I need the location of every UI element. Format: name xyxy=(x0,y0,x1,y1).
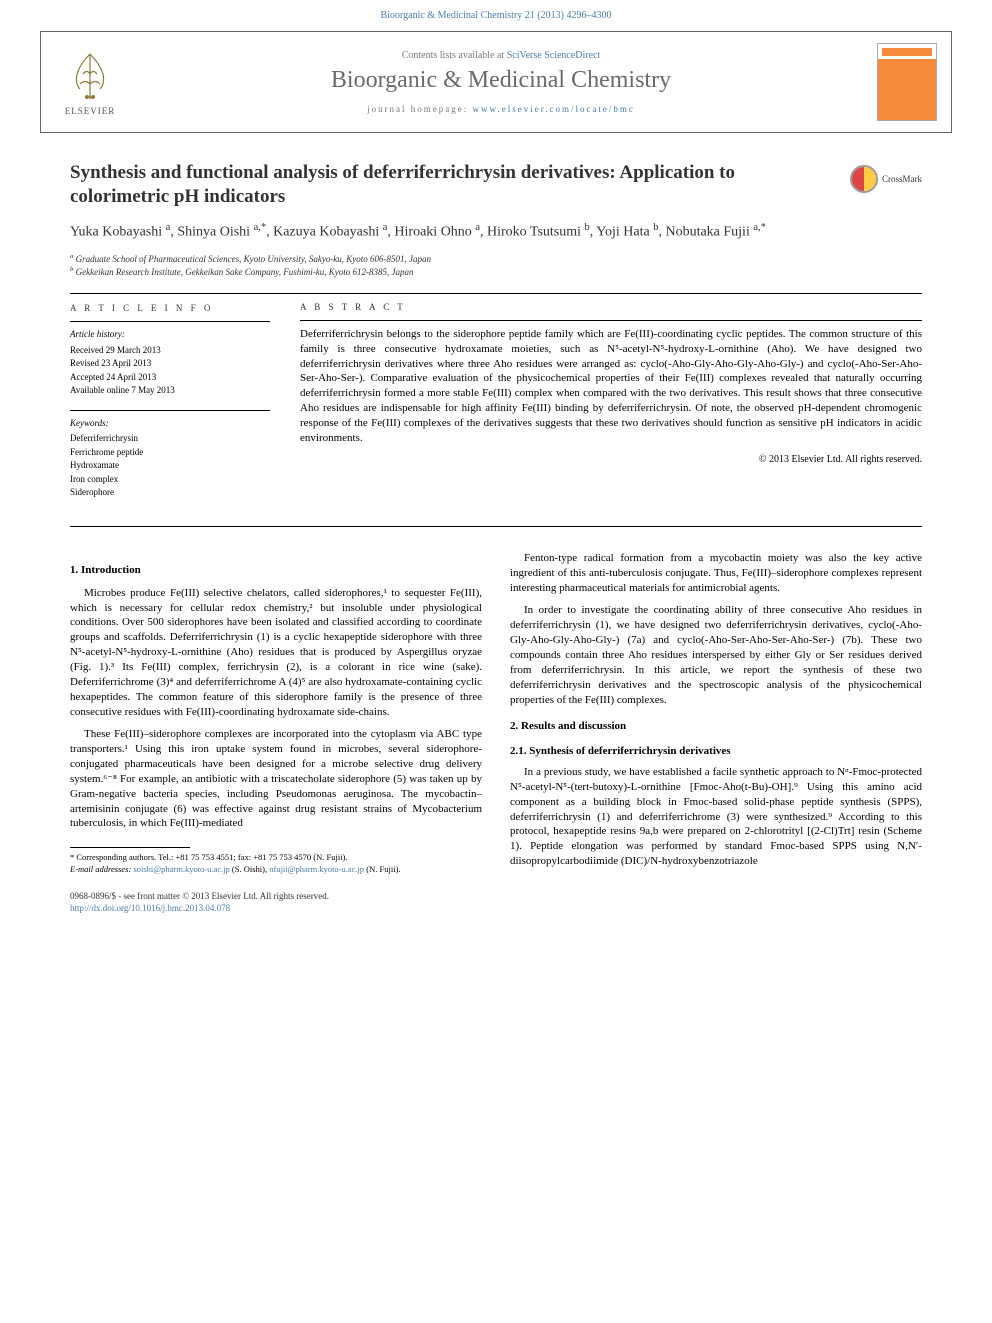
abstract-copyright: © 2013 Elsevier Ltd. All rights reserved… xyxy=(300,454,922,465)
elsevier-tree-icon xyxy=(65,49,115,104)
journal-header-box: ELSEVIER Contents lists available at Sci… xyxy=(40,31,952,133)
info-rule-2 xyxy=(70,410,270,411)
history-line: Revised 23 April 2013 xyxy=(70,357,270,371)
title-row: Synthesis and functional analysis of def… xyxy=(70,161,922,209)
elsevier-name: ELSEVIER xyxy=(65,106,116,116)
crossmark-label: CrossMark xyxy=(882,174,922,184)
email-name-2: (N. Fujii). xyxy=(364,864,400,874)
email-label: E-mail addresses: xyxy=(70,864,131,874)
email-link-2[interactable]: nfujii@pharm.kyoto-u.ac.jp xyxy=(269,864,364,874)
crossmark-icon xyxy=(850,165,878,193)
article-info-col: A R T I C L E I N F O Article history: R… xyxy=(70,302,270,512)
email-line: E-mail addresses: soishi@pharm.kyoto-u.a… xyxy=(70,864,482,875)
rule-bottom xyxy=(70,526,922,527)
body-para: Microbes produce Fe(III) selective chela… xyxy=(70,586,482,720)
history-label: Article history: xyxy=(70,328,270,342)
authors-list: Yuka Kobayashi a, Shinya Oishi a,*, Kazu… xyxy=(70,221,922,242)
info-rule-1 xyxy=(70,321,270,322)
page-footer: 0968-0896/$ - see front matter © 2013 El… xyxy=(70,891,922,914)
abstract-text: Deferriferrichrysin belongs to the sider… xyxy=(300,327,922,446)
article-info-heading: A R T I C L E I N F O xyxy=(70,302,270,316)
history-line: Available online 7 May 2013 xyxy=(70,384,270,398)
homepage-prefix: journal homepage: xyxy=(367,104,472,114)
info-abstract-row: A R T I C L E I N F O Article history: R… xyxy=(70,302,922,512)
body-columns: 1. Introduction Microbes produce Fe(III)… xyxy=(70,551,922,877)
keyword: Ferrichrome peptide xyxy=(70,446,270,460)
journal-cover-thumb xyxy=(877,43,937,121)
body-para: In a previous study, we have established… xyxy=(510,765,922,869)
history-line: Accepted 24 April 2013 xyxy=(70,371,270,385)
article-content: Synthesis and functional analysis of def… xyxy=(0,137,992,944)
affiliation-b: b Gekkeikan Research Institute, Gekkeika… xyxy=(70,265,922,279)
rule-top xyxy=(70,293,922,294)
running-header: Bioorganic & Medicinal Chemistry 21 (201… xyxy=(0,0,992,27)
abstract-col: A B S T R A C T Deferriferrichrysin belo… xyxy=(300,302,922,512)
abstract-heading: A B S T R A C T xyxy=(300,302,922,312)
keywords-label: Keywords: xyxy=(70,417,270,431)
keyword: Siderophore xyxy=(70,486,270,500)
keyword: Deferriferrichrysin xyxy=(70,432,270,446)
body-para: Fenton-type radical formation from a myc… xyxy=(510,551,922,596)
keyword: Hydroxamate xyxy=(70,459,270,473)
homepage-line: journal homepage: www.elsevier.com/locat… xyxy=(125,104,877,114)
section-2-1-heading: 2.1. Synthesis of deferriferrichrysin de… xyxy=(510,744,922,759)
contents-line: Contents lists available at SciVerse Sci… xyxy=(125,50,877,61)
elsevier-logo: ELSEVIER xyxy=(55,42,125,122)
footnotes: * Corresponding authors. Tel.: +81 75 75… xyxy=(70,852,482,875)
sciencedirect-link[interactable]: SciVerse ScienceDirect xyxy=(507,50,601,61)
keyword: Iron complex xyxy=(70,473,270,487)
section-2-heading: 2. Results and discussion xyxy=(510,719,922,734)
homepage-link[interactable]: www.elsevier.com/locate/bmc xyxy=(473,104,635,114)
email-link-1[interactable]: soishi@pharm.kyoto-u.ac.jp xyxy=(133,864,229,874)
section-1-heading: 1. Introduction xyxy=(70,563,482,578)
contents-prefix: Contents lists available at xyxy=(402,50,507,61)
header-center: Contents lists available at SciVerse Sci… xyxy=(125,50,877,114)
body-para: In order to investigate the coordinating… xyxy=(510,603,922,707)
affiliations: a Graduate School of Pharmaceutical Scie… xyxy=(70,252,922,279)
footer-line-1: 0968-0896/$ - see front matter © 2013 El… xyxy=(70,891,922,903)
corr-author-note: * Corresponding authors. Tel.: +81 75 75… xyxy=(70,852,482,863)
footnote-rule xyxy=(70,847,190,848)
journal-name: Bioorganic & Medicinal Chemistry xyxy=(125,67,877,94)
doi-link[interactable]: http://dx.doi.org/10.1016/j.bmc.2013.04.… xyxy=(70,903,230,913)
affiliation-a: a Graduate School of Pharmaceutical Scie… xyxy=(70,252,922,266)
crossmark-badge[interactable]: CrossMark xyxy=(850,165,922,193)
abstract-rule xyxy=(300,320,922,321)
article-history: Article history: Received 29 March 2013 … xyxy=(70,328,270,398)
keywords-block: Keywords: Deferriferrichrysin Ferrichrom… xyxy=(70,417,270,500)
body-para: These Fe(III)–siderophore complexes are … xyxy=(70,727,482,831)
email-name-1: (S. Oishi), xyxy=(230,864,269,874)
history-line: Received 29 March 2013 xyxy=(70,344,270,358)
article-title: Synthesis and functional analysis of def… xyxy=(70,161,838,209)
